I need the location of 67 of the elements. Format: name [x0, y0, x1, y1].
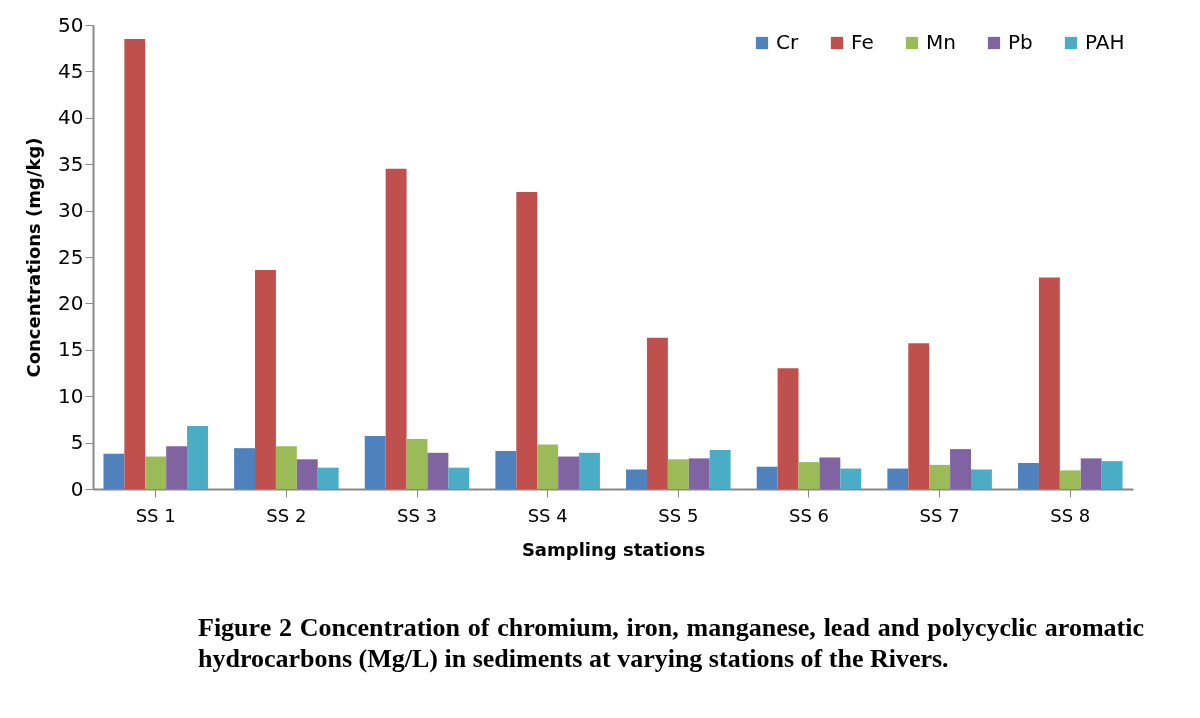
bar [495, 450, 517, 489]
bar [626, 469, 647, 489]
legend-label: Mn [926, 30, 956, 54]
bar [124, 38, 146, 489]
bar [187, 425, 208, 489]
x-axis-title: Sampling stations [521, 538, 706, 560]
bar [950, 449, 971, 489]
bar [103, 453, 125, 489]
legend-label: Cr [776, 30, 799, 54]
bar [1018, 463, 1039, 489]
bar [908, 343, 930, 489]
x-tick-label: SS 6 [788, 504, 829, 526]
bar [317, 467, 339, 489]
x-tick-label: SS 4 [527, 504, 568, 526]
bar [1038, 277, 1060, 489]
bar [537, 444, 559, 489]
caption: Figure 2 Concentration of chromium, iron, manganese, lead and polycyclic aromatic hydrocarbons (Mg/L) in sediments at varying stations of the Rivers. [198, 612, 1144, 674]
y-tick-label: 10 [58, 383, 84, 408]
y-tick-label: 20 [58, 290, 84, 315]
bar [840, 468, 862, 489]
bar [819, 457, 841, 489]
x-tick-label: SS 1 [135, 504, 176, 526]
bar [579, 452, 600, 489]
y-tick-label: 40 [58, 105, 84, 130]
y-tick-label: 0 [70, 476, 84, 501]
x-tick-label: SS 2 [266, 504, 307, 526]
bar [448, 467, 470, 489]
y-tick-label: 5 [70, 430, 84, 455]
bar [688, 458, 710, 489]
bar [1059, 470, 1081, 489]
x-tick-label: SS 7 [919, 504, 960, 526]
y-tick-label: 50 [58, 12, 84, 37]
y-tick-label: 35 [58, 151, 84, 176]
bar [296, 459, 318, 489]
x-tick-label: SS 5 [658, 504, 699, 526]
bar [756, 466, 778, 489]
bar [385, 168, 407, 489]
bar [1101, 461, 1123, 489]
x-tick-label: SS 3 [397, 504, 438, 526]
legend-label: Pb [1008, 30, 1033, 54]
bar [887, 468, 909, 489]
y-tick-label: 15 [58, 337, 84, 362]
y-tick-label: 45 [58, 58, 84, 83]
bar [970, 469, 992, 489]
bar [255, 269, 276, 489]
bar [427, 452, 449, 489]
legend-label: Fe [851, 30, 874, 54]
bar [516, 192, 538, 489]
bar [145, 456, 167, 489]
bar [364, 436, 386, 489]
bar [234, 448, 256, 489]
bar [709, 450, 731, 489]
y-tick-label: 30 [58, 198, 84, 223]
legend-label: PAH [1085, 30, 1125, 54]
bar [667, 459, 689, 489]
bar [558, 456, 580, 489]
y-axis-title: Concentrations (mg/kg) [23, 137, 45, 378]
bar [929, 464, 951, 489]
bar [646, 337, 668, 489]
bar [406, 438, 428, 489]
y-tick-label: 25 [58, 244, 84, 269]
bar [166, 446, 188, 489]
bar [1080, 458, 1102, 489]
bar [798, 462, 820, 489]
x-tick-label: SS 8 [1050, 504, 1091, 526]
bar [275, 446, 297, 489]
bar [777, 368, 799, 489]
